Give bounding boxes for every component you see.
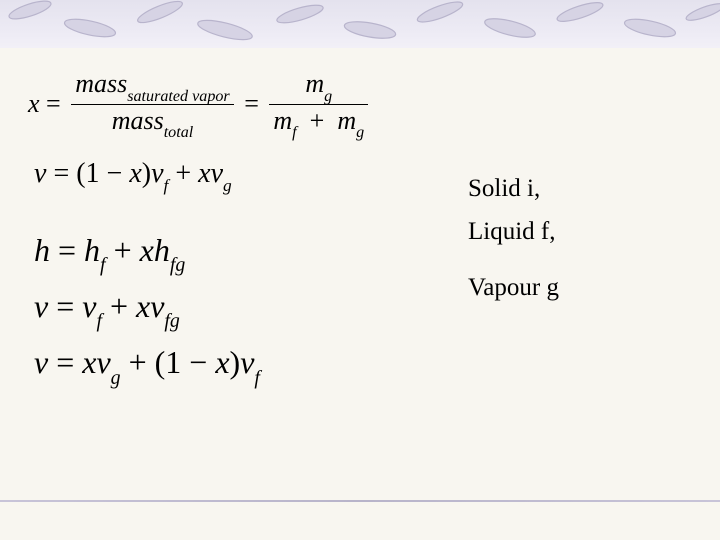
eq3-eq: = bbox=[50, 232, 84, 268]
eq2-p6: + bbox=[168, 158, 198, 189]
eq5-b: v bbox=[96, 344, 110, 380]
eq1-num2-sub: g bbox=[324, 88, 332, 105]
equation-specific-volume-alt: v = xvg + (1 − x)vf bbox=[34, 344, 700, 386]
eq1-den1-sub: total bbox=[164, 124, 194, 141]
eq1-num2-var: m bbox=[305, 69, 324, 98]
eq2-p2: x bbox=[129, 158, 141, 189]
eq1-den2-b-sub: g bbox=[356, 124, 364, 141]
equation-enthalpy: h = hf + xhfg bbox=[34, 232, 700, 274]
eq2-p4: v bbox=[151, 158, 163, 189]
eq5-plus: + (1 − bbox=[121, 344, 216, 380]
eq4-csub: fg bbox=[164, 310, 179, 332]
legend-liquid: Liquid f, bbox=[468, 211, 559, 254]
equation-specific-volume-mix: v = (1 − x)vf + xvg bbox=[34, 158, 700, 194]
equation-specific-volume-fg: v = vf + xvfg bbox=[34, 288, 700, 330]
equation-quality-definition: x = masssaturated vapor masstotal = mg m… bbox=[28, 68, 700, 140]
legend-solid: Solid i, bbox=[468, 168, 559, 211]
eq1-equals-2: = bbox=[238, 89, 266, 119]
eq3-asub: f bbox=[100, 254, 106, 276]
eq2-p5: f bbox=[164, 176, 169, 195]
eq4-plus: + bbox=[102, 288, 136, 324]
eq3-plus: + bbox=[106, 232, 140, 268]
eq5-close: ) bbox=[230, 344, 241, 380]
eq3-c: h bbox=[154, 232, 170, 268]
eq4-c: v bbox=[150, 288, 164, 324]
eq1-den2-a-sub: f bbox=[292, 124, 296, 141]
eq2-p3: ) bbox=[142, 158, 151, 189]
eq2-p7: x bbox=[198, 158, 210, 189]
eq5-c: x bbox=[215, 344, 229, 380]
decorative-top-border bbox=[0, 0, 720, 48]
eq3-lhs: h bbox=[34, 232, 50, 268]
eq4-b: x bbox=[136, 288, 150, 324]
eq5-dsub: f bbox=[254, 367, 260, 389]
phase-subscript-legend: Solid i, Liquid f, Vapour g bbox=[468, 168, 559, 310]
legend-vapour: Vapour g bbox=[468, 267, 559, 310]
eq1-equals-1: = bbox=[40, 89, 68, 119]
eq1-den2-a: m bbox=[273, 106, 292, 135]
eq4-asub: f bbox=[96, 310, 102, 332]
eq2-p9: g bbox=[223, 176, 232, 195]
eq1-den1-var: mass bbox=[112, 106, 164, 135]
eq4-eq: = bbox=[48, 288, 82, 324]
eq5-lhs: v bbox=[34, 344, 48, 380]
eq1-lhs: x bbox=[28, 89, 40, 119]
eq1-num1-var: mass bbox=[75, 69, 127, 98]
eq4-lhs: v bbox=[34, 288, 48, 324]
eq1-den2-b: m bbox=[337, 106, 356, 135]
eq1-fraction-1: masssaturated vapor masstotal bbox=[71, 68, 234, 140]
eq3-csub: fg bbox=[170, 254, 185, 276]
decorative-bottom-rule bbox=[0, 500, 720, 502]
eq5-bsub: g bbox=[111, 367, 121, 389]
eq2-p1: = (1 − bbox=[46, 158, 129, 189]
slide-content: x = masssaturated vapor masstotal = mg m… bbox=[28, 68, 700, 387]
eq5-eq: = bbox=[48, 344, 82, 380]
eq4-a: v bbox=[82, 288, 96, 324]
eq1-fraction-2: mg mf + mg bbox=[269, 68, 368, 140]
eq3-a: h bbox=[84, 232, 100, 268]
eq5-d: v bbox=[240, 344, 254, 380]
eq3-b: x bbox=[140, 232, 154, 268]
eq5-a: x bbox=[82, 344, 96, 380]
eq2-p0: v bbox=[34, 158, 46, 189]
eq1-num1-sub: saturated vapor bbox=[127, 88, 229, 105]
eq1-den2-plus: + bbox=[303, 106, 331, 135]
eq2-p8: v bbox=[211, 158, 223, 189]
